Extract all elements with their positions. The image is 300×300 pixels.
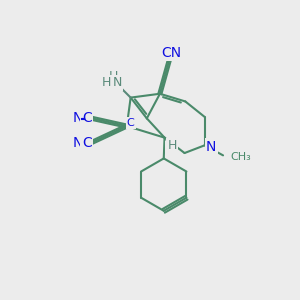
Text: H: H [166, 142, 175, 155]
Text: H: H [101, 76, 111, 89]
Text: N: N [73, 111, 83, 124]
Text: H: H [108, 70, 118, 83]
Text: N: N [73, 136, 83, 150]
Text: C: C [127, 118, 134, 128]
Text: C: C [82, 136, 92, 150]
Text: N: N [113, 76, 122, 89]
Text: CH₃: CH₃ [231, 152, 251, 162]
Text: N: N [206, 140, 217, 154]
Text: H: H [167, 139, 177, 152]
Text: CN: CN [161, 46, 182, 60]
Text: C: C [82, 111, 92, 124]
